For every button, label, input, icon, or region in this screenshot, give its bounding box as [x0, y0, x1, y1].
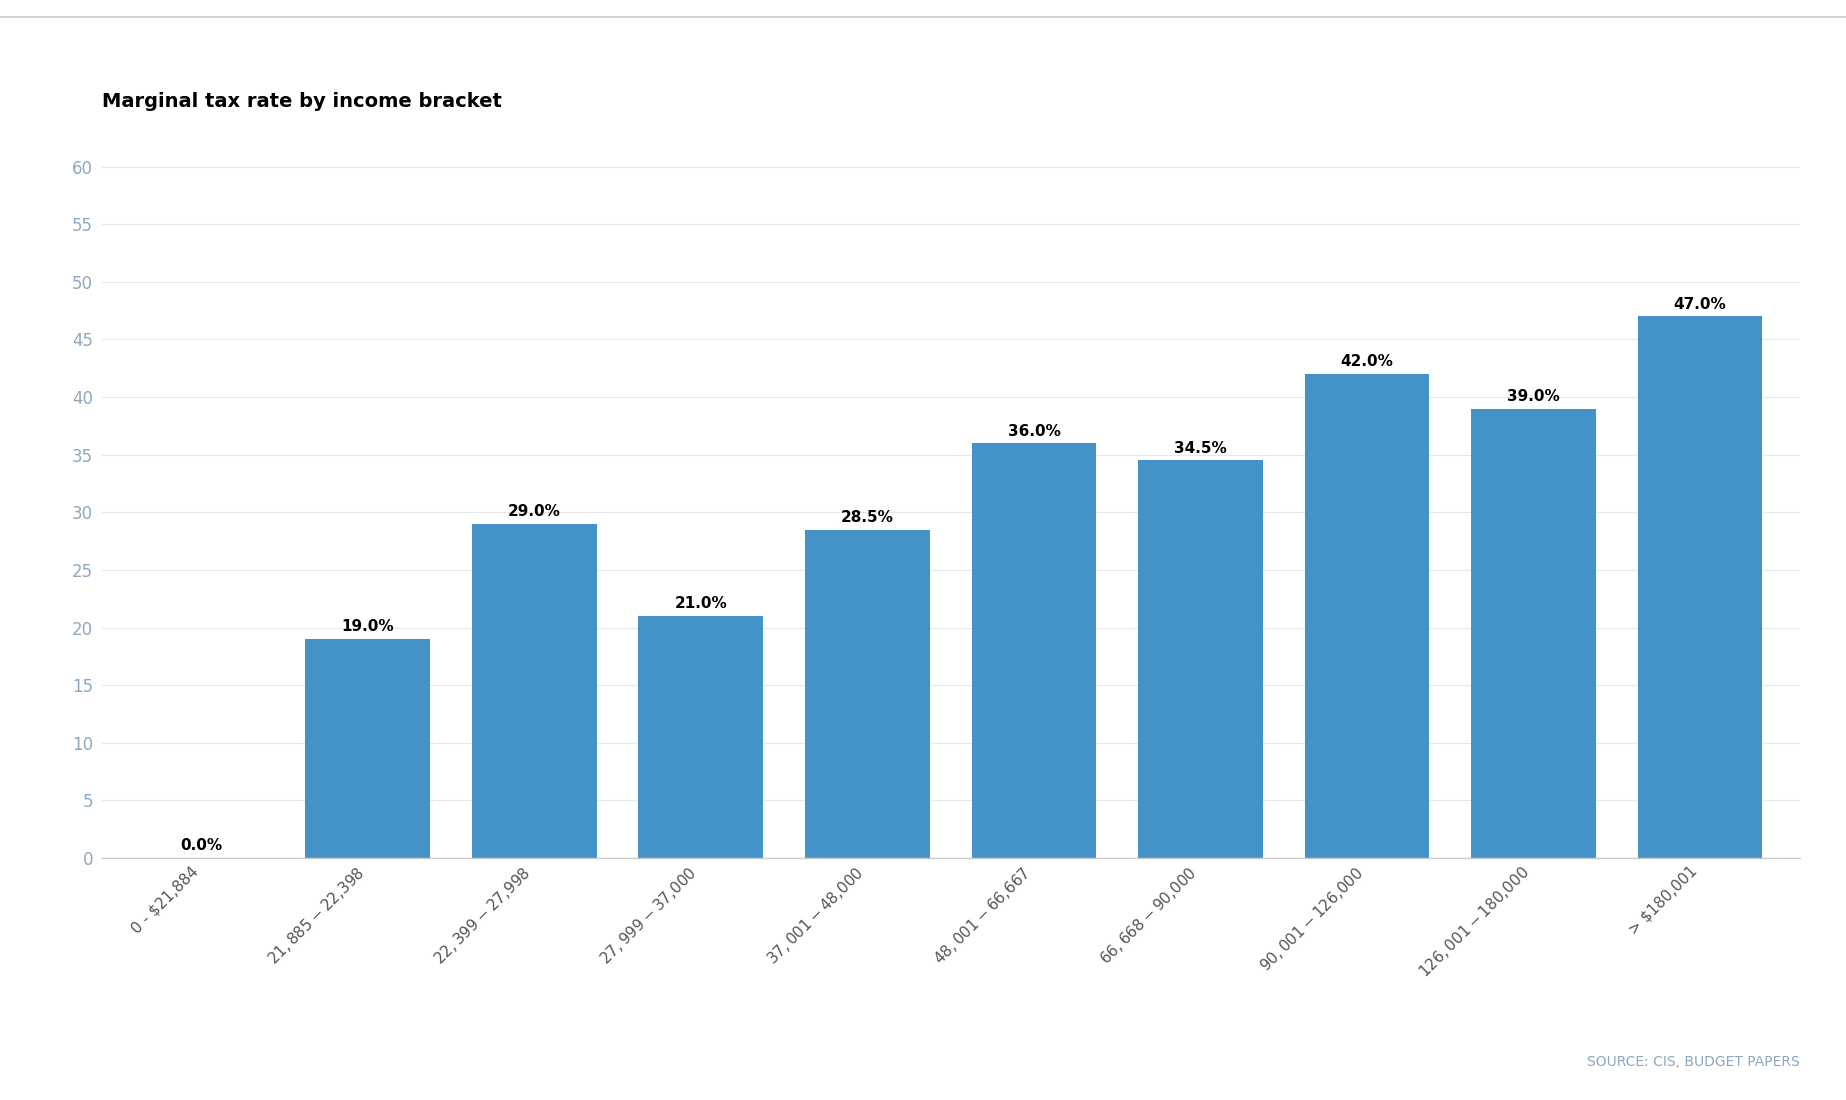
Bar	[1305, 374, 1429, 858]
Bar	[639, 616, 764, 858]
Text: 28.5%: 28.5%	[842, 510, 893, 525]
Bar	[305, 639, 430, 858]
Bar	[1637, 317, 1763, 858]
Text: 36.0%: 36.0%	[1008, 424, 1060, 439]
Bar	[971, 443, 1097, 858]
Text: 39.0%: 39.0%	[1506, 389, 1560, 404]
Text: 47.0%: 47.0%	[1674, 297, 1726, 311]
Text: 42.0%: 42.0%	[1340, 354, 1394, 370]
Bar	[1137, 461, 1263, 858]
Bar	[473, 524, 596, 858]
Text: 34.5%: 34.5%	[1174, 441, 1228, 455]
Bar	[805, 529, 930, 858]
Text: 0.0%: 0.0%	[181, 838, 223, 854]
Text: SOURCE: CIS, BUDGET PAPERS: SOURCE: CIS, BUDGET PAPERS	[1588, 1055, 1800, 1069]
Bar	[1471, 408, 1597, 858]
Text: 19.0%: 19.0%	[342, 619, 395, 635]
Text: 21.0%: 21.0%	[674, 596, 727, 612]
Text: 29.0%: 29.0%	[508, 504, 561, 519]
Text: Marginal tax rate by income bracket: Marginal tax rate by income bracket	[102, 92, 502, 111]
